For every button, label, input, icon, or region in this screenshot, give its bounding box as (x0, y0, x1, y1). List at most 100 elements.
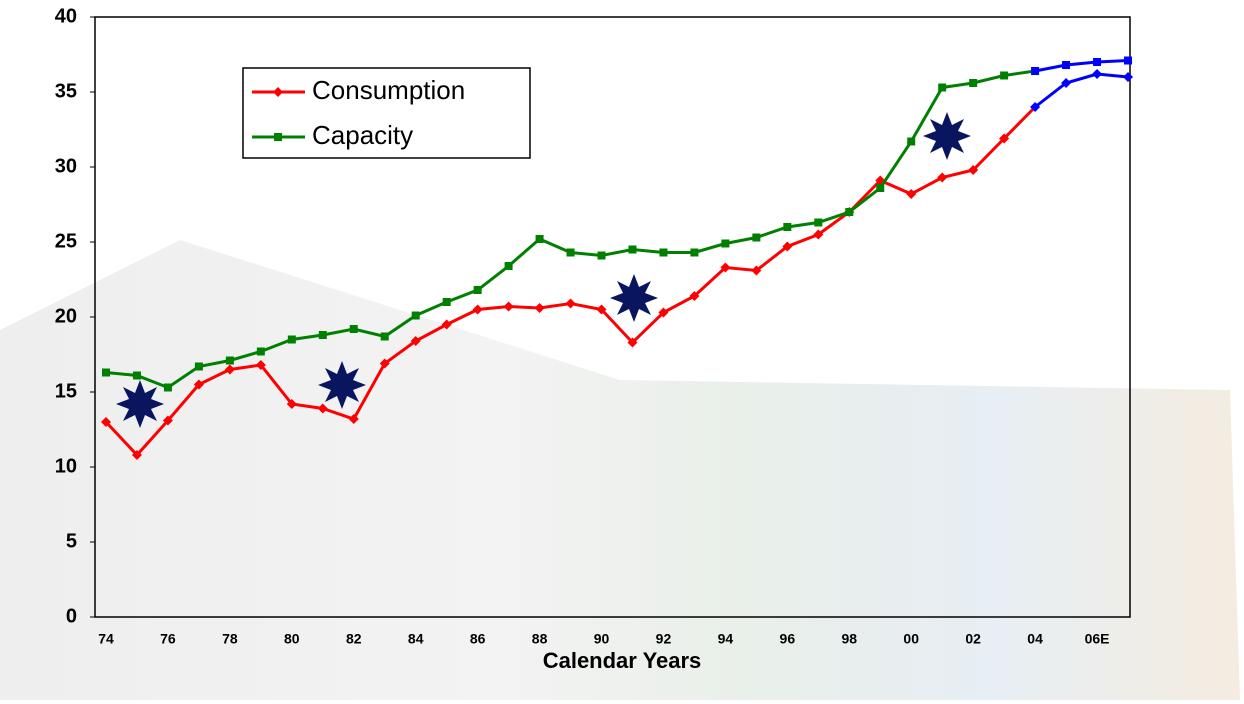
point (472, 304, 483, 315)
point (102, 368, 110, 377)
point (193, 379, 204, 390)
point (937, 172, 948, 183)
point (287, 335, 296, 344)
point (318, 331, 327, 339)
point (1124, 56, 1132, 65)
x-tick-label: 82 (346, 631, 362, 647)
point (690, 248, 699, 257)
series-line (1034, 72, 1129, 109)
point (410, 336, 421, 346)
star (610, 274, 658, 322)
point (999, 133, 1010, 144)
point (256, 347, 265, 356)
point (876, 184, 885, 192)
point (286, 399, 297, 409)
point (1000, 71, 1009, 80)
x-tick-label: 98 (841, 631, 857, 647)
point (968, 165, 979, 175)
point (132, 371, 141, 380)
point (845, 208, 854, 216)
point (721, 239, 730, 248)
y-tick-label: 35 (55, 80, 77, 102)
point (255, 360, 266, 370)
point (658, 307, 669, 318)
point (627, 337, 638, 348)
x-tick-label: 96 (780, 631, 796, 647)
background-image (0, 240, 1240, 700)
x-tick-label: 78 (222, 631, 238, 647)
y-tick-label: 40 (55, 5, 77, 27)
point (224, 364, 235, 375)
star (318, 361, 366, 409)
point (906, 189, 917, 199)
point (162, 415, 173, 426)
point (1030, 102, 1041, 112)
point (535, 235, 544, 243)
y-tick-label: 20 (55, 305, 77, 327)
point (348, 414, 359, 424)
x-tick-label: 94 (718, 631, 734, 647)
point (628, 245, 637, 254)
point (720, 262, 731, 273)
y-tick-label: 30 (55, 155, 77, 177)
point (380, 332, 389, 341)
point (1031, 67, 1040, 75)
x-tick-label: 86 (470, 631, 486, 647)
x-tick-label: 04 (1027, 631, 1043, 647)
point (814, 218, 823, 227)
point (566, 248, 575, 257)
point (131, 450, 142, 460)
y-tick-label: 0 (66, 605, 77, 627)
x-tick-label: 00 (903, 631, 919, 647)
star (923, 112, 971, 160)
point (411, 311, 420, 320)
point (503, 301, 514, 312)
legend-marker (273, 87, 283, 97)
point (379, 358, 390, 369)
point (938, 83, 947, 92)
y-tick-label: 15 (55, 380, 77, 402)
point (969, 79, 978, 87)
point (441, 319, 452, 330)
y-tick-label: 5 (66, 530, 77, 552)
point (689, 291, 700, 301)
y-tick-label: 10 (55, 455, 77, 477)
legend-box (242, 67, 531, 159)
point (907, 137, 916, 146)
point (163, 383, 172, 392)
point (783, 223, 792, 231)
x-tick-label: 88 (532, 631, 548, 647)
point (782, 241, 793, 252)
point (1061, 78, 1072, 88)
x-tick-label: 02 (965, 631, 981, 647)
x-tick-label: 90 (594, 631, 610, 647)
point (534, 303, 545, 313)
legend-label: Capacity (312, 120, 413, 150)
x-tick-label: 74 (98, 631, 114, 647)
point (813, 229, 824, 240)
x-tick-label: 06E (1085, 631, 1110, 647)
point (1093, 58, 1102, 66)
point (659, 248, 668, 257)
x-tick-label: 80 (284, 631, 300, 647)
y-tick-label: 25 (55, 230, 77, 252)
point (473, 286, 482, 294)
point (504, 262, 513, 270)
point (596, 304, 607, 315)
point (194, 362, 203, 371)
star (116, 380, 164, 428)
point (565, 298, 576, 309)
x-tick-label: 92 (656, 631, 672, 647)
x-axis-label: Calendar Years (543, 648, 702, 673)
point (751, 265, 762, 276)
point (1123, 72, 1133, 82)
point (101, 417, 111, 427)
legend-marker (274, 133, 282, 141)
point (442, 298, 451, 306)
point (1062, 61, 1071, 69)
point (597, 251, 606, 260)
series-line (1034, 59, 1129, 73)
x-tick-label: 84 (408, 631, 424, 647)
point (1092, 69, 1103, 79)
